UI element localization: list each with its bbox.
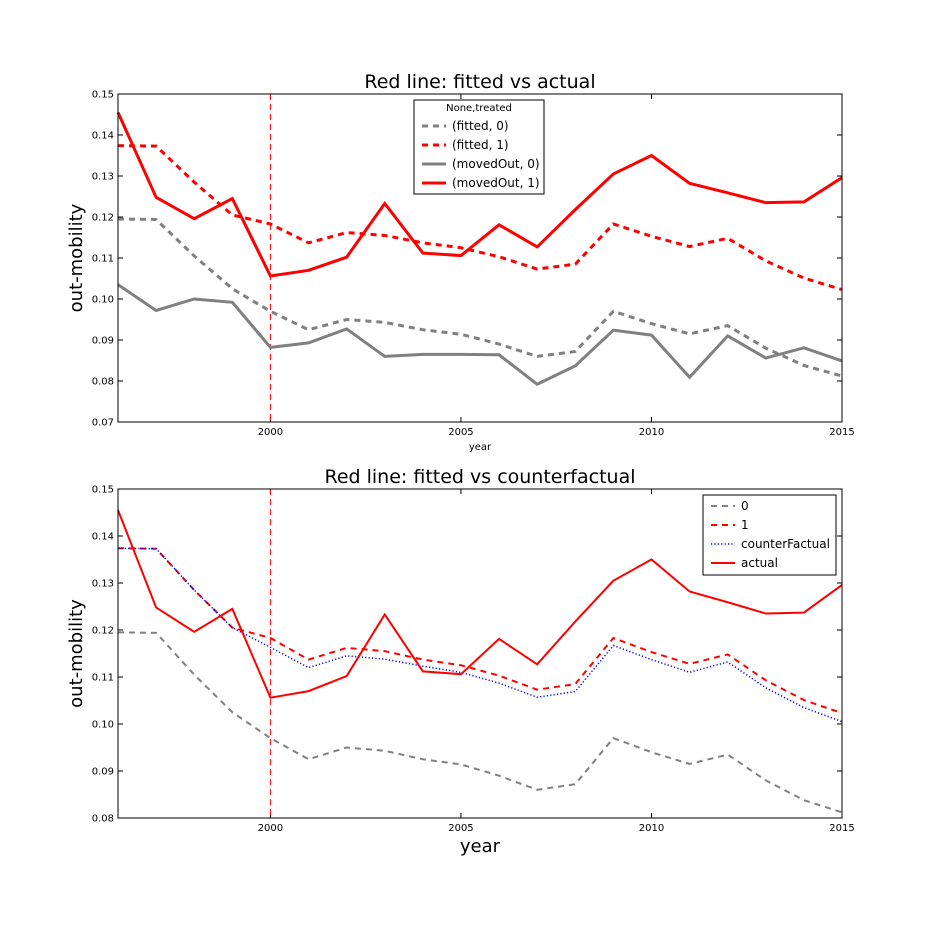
y-tick-label: 0.09 xyxy=(92,336,114,347)
series-line-1 xyxy=(117,631,843,814)
x-tick-label: 2010 xyxy=(639,427,664,438)
y-tick-label: 0.15 xyxy=(92,90,114,101)
x-tick-label: 2015 xyxy=(829,823,854,834)
series-line-1 xyxy=(117,217,843,378)
legend-label-4: actual xyxy=(741,556,778,570)
x-axis-label: year xyxy=(460,836,501,857)
y-tick-label: 0.08 xyxy=(92,814,114,825)
y-tick-label: 0.15 xyxy=(92,485,114,496)
x-tick-label: 2000 xyxy=(258,823,283,834)
y-tick-label: 0.13 xyxy=(92,172,114,183)
chart-title: Red line: fitted vs counterfactual xyxy=(324,466,635,488)
x-tick-label: 2015 xyxy=(829,427,854,438)
legend: None,treated (fitted, 0) (fitted, 1) (moved… xyxy=(413,99,545,195)
y-tick-label: 0.12 xyxy=(92,213,114,224)
chart-1: Red line: fitted vs actual 0.07 0.08 0.09 0.… xyxy=(66,71,855,453)
x-tick-label: 2005 xyxy=(448,823,473,834)
series-line-2 xyxy=(117,144,843,292)
series-line-4 xyxy=(116,111,843,278)
series-line-2 xyxy=(117,547,843,715)
series-line-3 xyxy=(117,283,843,387)
series-line-4 xyxy=(117,509,843,699)
y-axis-label: out-mobility xyxy=(66,599,87,708)
x-tick-label: 2010 xyxy=(639,823,664,834)
y-tick-label: 0.11 xyxy=(92,673,114,684)
legend: 0 1 counterFactual actual xyxy=(702,494,837,576)
legend-label-1: 0 xyxy=(741,499,749,513)
legend-title: None,treated xyxy=(446,103,512,114)
y-tick-label: 0.10 xyxy=(92,295,114,306)
y-tick-label: 0.10 xyxy=(92,720,114,731)
legend-label-4: (movedOut, 1) xyxy=(452,176,540,190)
legend-label-2: (fitted, 1) xyxy=(452,138,509,152)
series-line-3 xyxy=(117,547,843,723)
legend-box xyxy=(413,99,545,195)
x-tick-label: 2005 xyxy=(448,427,473,438)
legend-box xyxy=(702,494,837,576)
y-axis-label: out-mobility xyxy=(66,203,87,312)
legend-label-3: (movedOut, 0) xyxy=(452,157,540,171)
plot-frame xyxy=(117,93,843,423)
y-tick-label: 0.09 xyxy=(92,767,114,778)
legend-label-3: counterFactual xyxy=(741,537,830,551)
chart-title: Red line: fitted vs actual xyxy=(364,71,595,93)
y-tick-label: 0.08 xyxy=(92,377,114,388)
y-tick-label: 0.12 xyxy=(92,626,114,637)
plot-frame xyxy=(117,488,843,819)
chart-2: Red line: fitted vs counterfactual 0.08 0.… xyxy=(66,466,855,857)
legend-label-2: 1 xyxy=(741,518,749,532)
y-tick-label: 0.13 xyxy=(92,579,114,590)
x-tick-label: 2000 xyxy=(258,427,283,438)
y-tick-label: 0.14 xyxy=(92,131,114,142)
y-tick-label: 0.11 xyxy=(92,254,114,265)
x-axis-label: year xyxy=(469,442,492,453)
y-tick-label: 0.07 xyxy=(92,418,114,429)
legend-label-1: (fitted, 0) xyxy=(452,119,509,133)
y-tick-label: 0.14 xyxy=(92,532,114,543)
